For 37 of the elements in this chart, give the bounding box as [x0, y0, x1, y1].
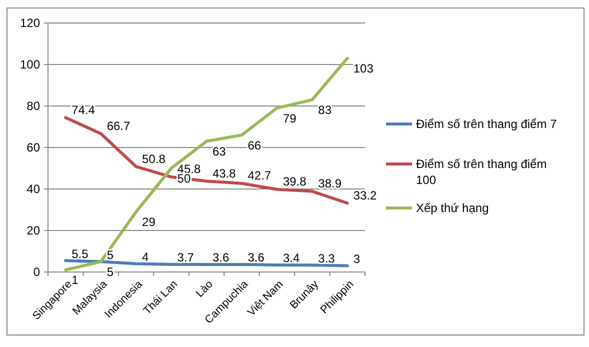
- y-tick-label: 20: [26, 224, 40, 238]
- data-label: 3.6: [248, 250, 265, 265]
- data-label: 42.7: [248, 168, 272, 183]
- data-label: 33.2: [353, 188, 378, 202]
- data-label: 43.8: [212, 166, 236, 180]
- data-label: 50.8: [142, 152, 166, 166]
- data-label: 38.9: [318, 176, 342, 190]
- y-tick-label: 100: [20, 58, 40, 72]
- data-label: 3.7: [177, 250, 194, 265]
- data-label: 3.4: [282, 251, 300, 266]
- x-tick-label: Thái Lan: [141, 278, 180, 318]
- data-label: 5.5: [72, 246, 89, 261]
- data-label: 3: [353, 252, 360, 266]
- data-label: 83: [318, 102, 332, 117]
- data-label: 4: [142, 250, 150, 264]
- data-label: 66.7: [106, 118, 131, 133]
- y-tick-label: 120: [20, 16, 40, 30]
- data-label: 74.4: [72, 102, 96, 117]
- legend-label: Điểm số trên thang điểm 100: [416, 157, 547, 188]
- y-tick-label: 80: [26, 99, 40, 114]
- data-label: 1: [72, 273, 79, 288]
- data-label: 63: [212, 144, 226, 158]
- data-label: 39.8: [282, 174, 307, 189]
- data-label: 3.3: [318, 251, 336, 266]
- data-label: 5: [106, 264, 114, 279]
- data-label: 79: [282, 111, 297, 126]
- data-label: 66: [248, 138, 262, 152]
- legend-label: Điểm số trên thang điểm 7: [416, 117, 558, 132]
- data-label: 3.6: [212, 250, 230, 265]
- y-tick-label: 60: [26, 140, 40, 155]
- y-tick-label: 40: [26, 182, 40, 196]
- line-series: [64, 116, 349, 205]
- legend-label: Xếp thứ hạng: [416, 201, 489, 216]
- y-tick-label: 0: [33, 265, 40, 280]
- data-label: 5: [106, 248, 114, 262]
- data-label: 103: [353, 61, 374, 76]
- data-label: 29: [142, 215, 156, 230]
